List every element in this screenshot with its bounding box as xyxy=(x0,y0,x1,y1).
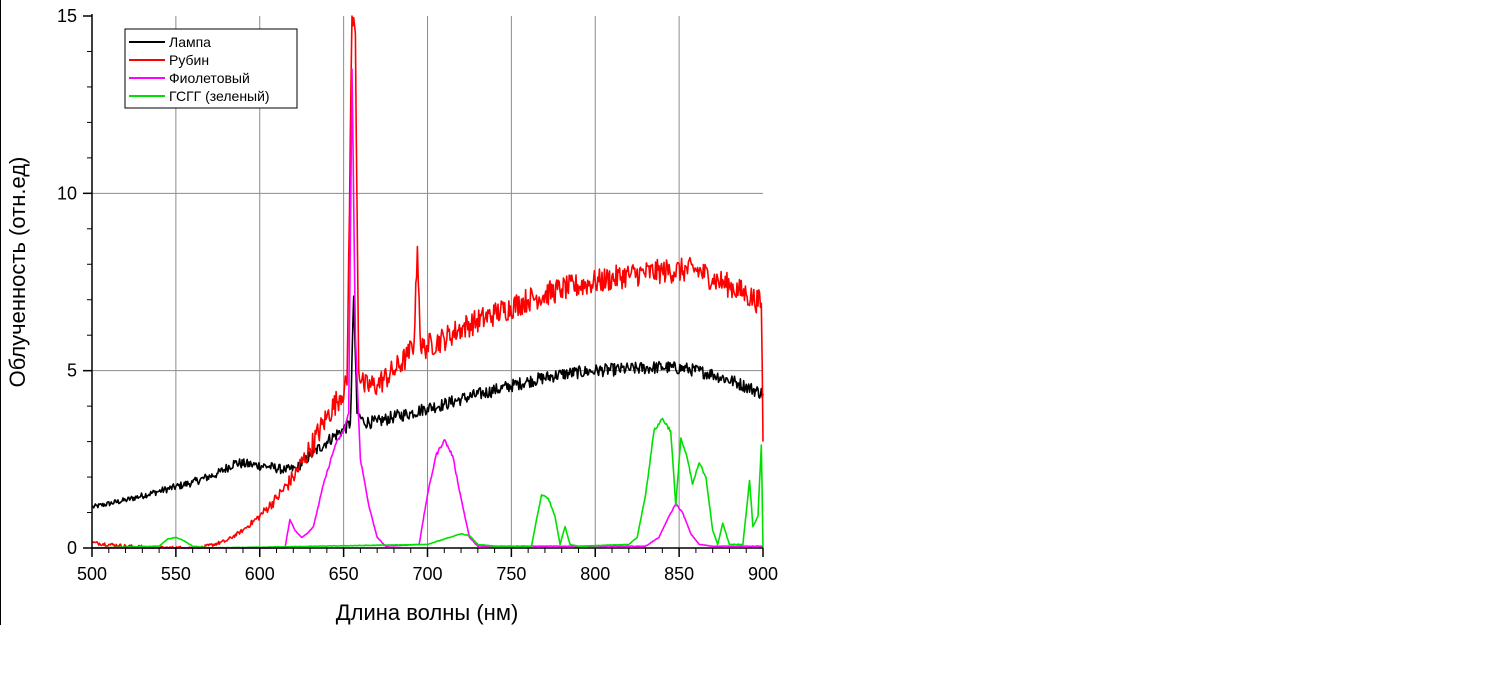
axis-ticks: 500 550 600 650 700 750 800 850 900 0 5 10 15 xyxy=(57,6,778,584)
x-tick-label-650: 650 xyxy=(329,564,359,584)
x-axis-title: Длина волны (нм) xyxy=(336,600,519,625)
y-tick-label-0: 0 xyxy=(67,538,77,558)
y-axis-title: Облученность (отн.ед) xyxy=(5,157,30,388)
legend-label-3: Фиолетовый xyxy=(169,70,250,86)
y-tick-label-5: 5 xyxy=(67,361,77,381)
x-tick-label-800: 800 xyxy=(580,564,610,584)
x-tick-label-850: 850 xyxy=(664,564,694,584)
x-tick-label-500: 500 xyxy=(77,564,107,584)
x-tick-label-700: 700 xyxy=(412,564,442,584)
series-line-1 xyxy=(91,295,764,509)
x-tick-label-550: 550 xyxy=(161,564,191,584)
y-tick-label-15: 15 xyxy=(57,6,77,26)
series-line-4 xyxy=(91,417,764,549)
legend: Лампа Рубин Фиолетовый ГСГГ (зеленый) xyxy=(124,28,298,109)
x-tick-label-750: 750 xyxy=(496,564,526,584)
x-tick-label-900: 900 xyxy=(748,564,778,584)
y-tick-label-10: 10 xyxy=(57,183,77,203)
x-tick-label-600: 600 xyxy=(245,564,275,584)
legend-label-1: Лампа xyxy=(169,34,211,50)
legend-label-2: Рубин xyxy=(169,52,209,68)
legend-label-4: ГСГГ (зеленый) xyxy=(169,88,270,104)
series-layer xyxy=(91,15,764,549)
